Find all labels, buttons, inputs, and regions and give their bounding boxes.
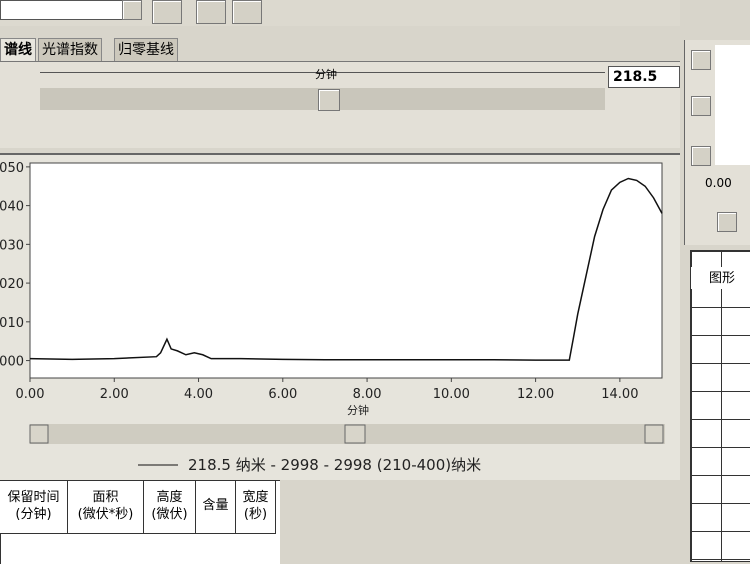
header-text: (微伏) bbox=[151, 507, 188, 522]
top-panel: 分钟 218.5 bbox=[0, 61, 680, 148]
tab[interactable]: 谱线 bbox=[0, 38, 36, 61]
series-line bbox=[29, 177, 663, 361]
y-tick-label: 000 bbox=[0, 355, 24, 370]
header-text: 面积 bbox=[92, 490, 119, 505]
header-text: (微伏*秒) bbox=[77, 507, 134, 522]
column-header: 面积 (微伏*秒) bbox=[68, 481, 144, 533]
x-tick-label: 0.00 bbox=[16, 387, 45, 402]
scroll-thumb[interactable] bbox=[691, 96, 711, 116]
y-tick-label: 040 bbox=[0, 200, 24, 215]
results-table: 保留时间 (分钟) 面积 (微伏*秒) 高度 (微伏) 含量 宽度 (秒) bbox=[0, 480, 280, 564]
x-tick-label: 14.00 bbox=[601, 387, 638, 402]
chart: 000 010 020 030 040 050 0.00 2.00 4.00 6.00 8.00 10… bbox=[0, 161, 665, 474]
x-tick-label: 10.00 bbox=[433, 387, 470, 402]
column-header: 高度 (微伏) bbox=[144, 481, 196, 533]
scroll-down[interactable] bbox=[691, 146, 711, 166]
y-tick-label: 030 bbox=[0, 238, 24, 253]
column-header: 保留时间 (分钟) bbox=[0, 481, 68, 533]
header-text: (分钟) bbox=[15, 507, 52, 522]
column-header: 含量 bbox=[196, 481, 236, 533]
slider-track bbox=[40, 72, 605, 73]
scroll-left[interactable] bbox=[717, 212, 737, 232]
side-table: 图形 bbox=[690, 250, 750, 562]
column-header: 图形 bbox=[691, 267, 750, 289]
dropdown-arrow[interactable] bbox=[122, 0, 142, 20]
tool-button[interactable] bbox=[196, 0, 226, 24]
slider-label: 分钟 bbox=[315, 68, 337, 81]
tab[interactable]: 光谱指数 bbox=[38, 38, 102, 61]
side-value: 0.00 bbox=[705, 176, 732, 190]
y-tick-label: 020 bbox=[0, 277, 24, 292]
x-tick-label: 2.00 bbox=[100, 387, 129, 402]
header-text: 保留时间 bbox=[7, 490, 60, 505]
y-tick-label: 010 bbox=[0, 316, 24, 331]
scroll-right[interactable] bbox=[644, 424, 664, 444]
x-tick-label: 8.00 bbox=[353, 387, 382, 402]
side-panel: 0.00 bbox=[684, 40, 750, 245]
tool-button[interactable] bbox=[232, 0, 262, 24]
scroll-thumb[interactable] bbox=[318, 89, 340, 111]
scroll-up[interactable] bbox=[691, 50, 711, 70]
legend-label: 218.5 纳米 - 2998 - 2998 (210-400)纳米 bbox=[188, 456, 481, 474]
y-tick-label: 050 bbox=[0, 161, 24, 176]
x-tick-label: 6.00 bbox=[268, 387, 297, 402]
scroll-left[interactable] bbox=[29, 424, 49, 444]
scroll-thumb[interactable] bbox=[344, 424, 366, 444]
side-plot bbox=[715, 45, 750, 165]
toolbar bbox=[0, 0, 680, 26]
tab[interactable]: 归零基线 bbox=[114, 38, 178, 61]
value-box[interactable]: 218.5 bbox=[608, 66, 680, 88]
header-text: (秒) bbox=[243, 507, 268, 522]
plot-area bbox=[29, 162, 663, 379]
x-tick-label: 12.00 bbox=[517, 387, 554, 402]
tool-button[interactable] bbox=[152, 0, 182, 24]
table-header: 保留时间 (分钟) 面积 (微伏*秒) 高度 (微伏) 含量 宽度 (秒) bbox=[0, 481, 276, 534]
column-header: 宽度 (秒) bbox=[236, 481, 276, 533]
x-tick-label: 4.00 bbox=[184, 387, 213, 402]
x-axis-label: 分钟 bbox=[347, 403, 369, 417]
header-text: 宽度 bbox=[242, 490, 269, 505]
header-text: 含量 bbox=[202, 498, 229, 513]
table-row bbox=[0, 533, 280, 564]
header-text: 高度 bbox=[156, 490, 183, 505]
